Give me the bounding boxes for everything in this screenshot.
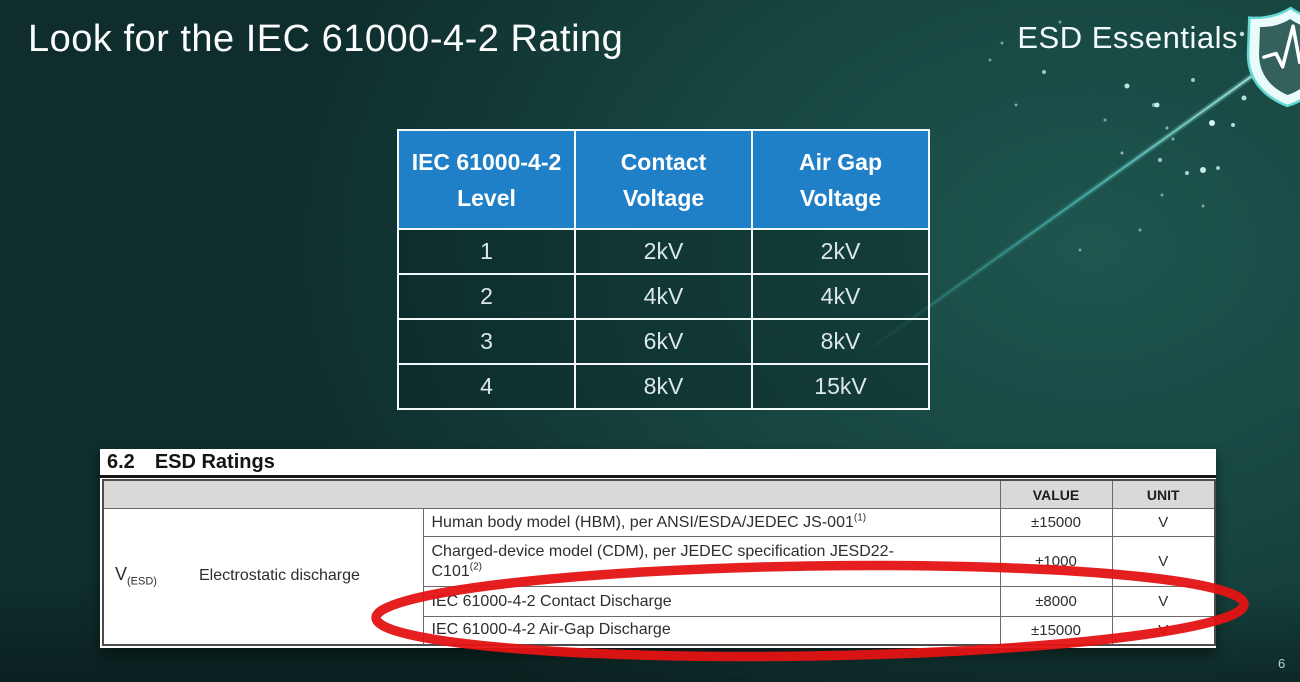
iec-header-contact: Contact Voltage <box>574 129 753 230</box>
page-title: Look for the IEC 61000-4-2 Rating <box>28 18 624 60</box>
contact-cell: 6kV <box>574 318 753 365</box>
level-cell: 2 <box>397 273 576 320</box>
contact-cell: 2kV <box>574 228 753 275</box>
iec-airgap-description: IEC 61000-4-2 Air-Gap Discharge <box>422 616 1001 645</box>
iec-header-level: IEC 61000-4-2 Level <box>397 129 576 230</box>
parameter-cell: V(ESD) Electrostatic discharge <box>102 508 424 645</box>
iec-row-2: 2 4kV 4kV <box>397 273 930 320</box>
page-number: 6 <box>1278 656 1286 671</box>
section-heading: 6.2 ESD Ratings <box>100 449 1216 478</box>
iec-header-row: IEC 61000-4-2 Level Contact Voltage Air … <box>397 129 930 230</box>
iec-row-4: 4 8kV 15kV <box>397 363 930 410</box>
cdm-description: Charged-device model (CDM), per JEDEC sp… <box>422 536 1001 587</box>
iec-row-1: 1 2kV 2kV <box>397 228 930 275</box>
level-cell: 3 <box>397 318 576 365</box>
iec-contact-unit: V <box>1111 586 1216 617</box>
contact-cell: 8kV <box>574 363 753 410</box>
parameter-label: Electrostatic discharge <box>198 567 360 585</box>
esd-ratings-table: VALUE UNIT V(ESD) Electrostatic discharg… <box>102 479 1216 646</box>
cdm-unit: V <box>1111 536 1216 587</box>
cdm-value: ±1000 <box>999 536 1113 587</box>
contact-cell: 4kV <box>574 273 753 320</box>
section-number: 6.2 <box>107 450 135 473</box>
iec-header-airgap: Air Gap Voltage <box>751 129 930 230</box>
ratings-header-row: VALUE UNIT <box>102 479 1216 509</box>
level-cell: 4 <box>397 363 576 410</box>
datasheet-screenshot: 6.2 ESD Ratings VALUE UNIT V(ESD) Electr… <box>100 449 1216 648</box>
hbm-row: V(ESD) Electrostatic discharge Human bod… <box>102 508 1216 645</box>
iec-contact-value: ±8000 <box>999 586 1113 617</box>
airgap-cell: 15kV <box>751 363 930 410</box>
shield-pulse-logo-icon <box>1246 6 1300 108</box>
hbm-value: ±15000 <box>999 508 1113 537</box>
level-cell: 1 <box>397 228 576 275</box>
iec-level-table: IEC 61000-4-2 Level Contact Voltage Air … <box>397 129 930 410</box>
unit-header: UNIT <box>1111 479 1216 509</box>
brand-text: ESD Essentials <box>1017 20 1238 55</box>
iec-row-3: 3 6kV 8kV <box>397 318 930 365</box>
iec-airgap-unit: V <box>1111 616 1216 645</box>
airgap-cell: 8kV <box>751 318 930 365</box>
value-header: VALUE <box>999 479 1113 509</box>
vesd-symbol: V(ESD) <box>115 564 157 589</box>
airgap-cell: 4kV <box>751 273 930 320</box>
section-title: ESD Ratings <box>154 450 275 473</box>
hbm-unit: V <box>1111 508 1216 537</box>
iec-contact-description: IEC 61000-4-2 Contact Discharge <box>422 586 1001 617</box>
airgap-cell: 2kV <box>751 228 930 275</box>
hbm-description: Human body model (HBM), per ANSI/ESDA/JE… <box>422 508 1001 537</box>
iec-airgap-value: ±15000 <box>999 616 1113 645</box>
empty-header-cell <box>102 479 1001 509</box>
